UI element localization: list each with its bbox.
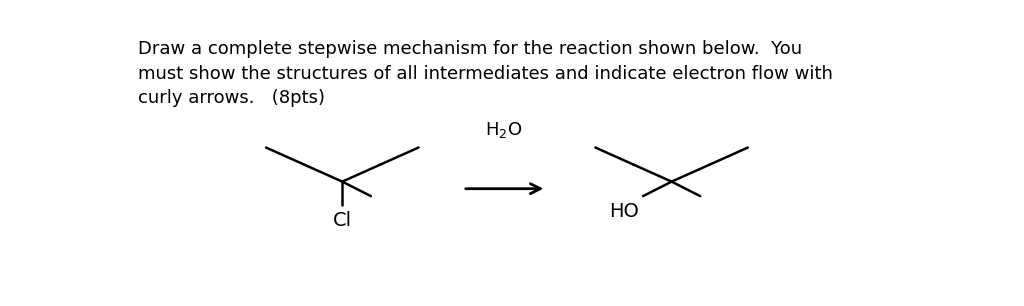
Text: H$_2$O: H$_2$O bbox=[485, 120, 523, 140]
Text: HO: HO bbox=[609, 202, 639, 221]
Text: Cl: Cl bbox=[333, 211, 352, 230]
Text: Draw a complete stepwise mechanism for the reaction shown below.  You
must show : Draw a complete stepwise mechanism for t… bbox=[137, 40, 833, 107]
